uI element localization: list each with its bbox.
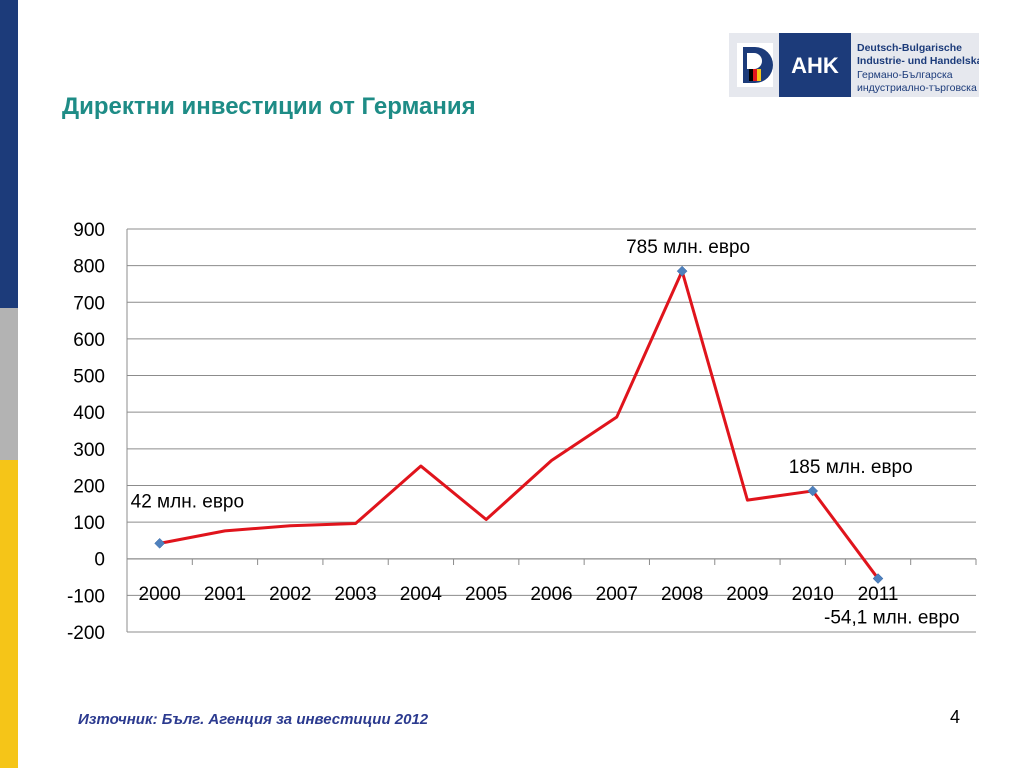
y-tick-label: 900 [73,220,105,241]
y-tick-label: 100 [73,513,105,534]
y-tick-label: -200 [67,623,105,644]
x-tick-label: 2011 [858,584,899,605]
data-label-2008: 785 млн. евро [626,237,750,258]
y-tick-label: 700 [73,293,105,314]
data-point-2001 [220,526,230,536]
ahk-line-4: индустриално-търговска камара [857,82,979,94]
y-tick-label: 500 [73,367,105,388]
side-bar-yellow [0,460,18,768]
data-point-2008 [676,265,688,277]
data-point-2000 [154,537,166,549]
y-tick-label: 400 [73,403,105,424]
side-bar-gray [0,308,18,460]
ahk-mark-box [779,33,851,97]
x-tick-label: 2008 [661,584,703,605]
data-point-2011 [872,573,884,584]
x-tick-label: 2001 [204,584,246,605]
series-line [159,269,880,580]
data-label-2000: 42 млн. евро [131,491,244,512]
side-bar-blue [0,0,18,308]
x-tick-label: 2002 [269,584,311,605]
ahk-line-3: Германо-Българска [857,69,953,81]
data-point-2009 [742,495,752,505]
x-tick-label: 2009 [726,584,768,605]
x-tick-label: 2000 [139,584,181,605]
y-tick-label: 0 [94,550,105,571]
x-tick-label: 2010 [792,584,834,605]
data-label-2011: -54,1 млн. евро [824,608,960,629]
x-tick-label: 2007 [596,584,638,605]
data-point-2010 [807,485,819,497]
slide-title: Директни инвестиции от Германия [62,93,476,120]
y-tick-label: -100 [67,586,105,607]
ahk-logo: AHK Deutsch-Bulgarische Industrie- und H… [729,33,979,97]
side-color-bar [0,0,18,768]
source-note: Източник: Бълг. Агенция за инвестиции 20… [78,711,429,728]
x-tick-label: 2003 [334,584,376,605]
y-tick-label: 200 [73,476,105,497]
ahk-mark: AHK [791,53,839,78]
ahk-line-1: Deutsch-Bulgarische [857,42,962,54]
x-tick-label: 2004 [400,584,443,605]
ahk-line-2: Industrie- und Handelskammer [857,55,979,67]
y-tick-label: 800 [73,257,105,278]
page-number: 4 [950,707,961,727]
y-tick-label: 300 [73,440,105,461]
data-label-2010: 185 млн. евро [789,457,913,478]
y-tick-label: 600 [73,330,105,351]
ahk-emblem-icon [737,43,773,87]
x-tick-label: 2005 [465,584,507,605]
x-tick-label: 2006 [530,584,572,605]
